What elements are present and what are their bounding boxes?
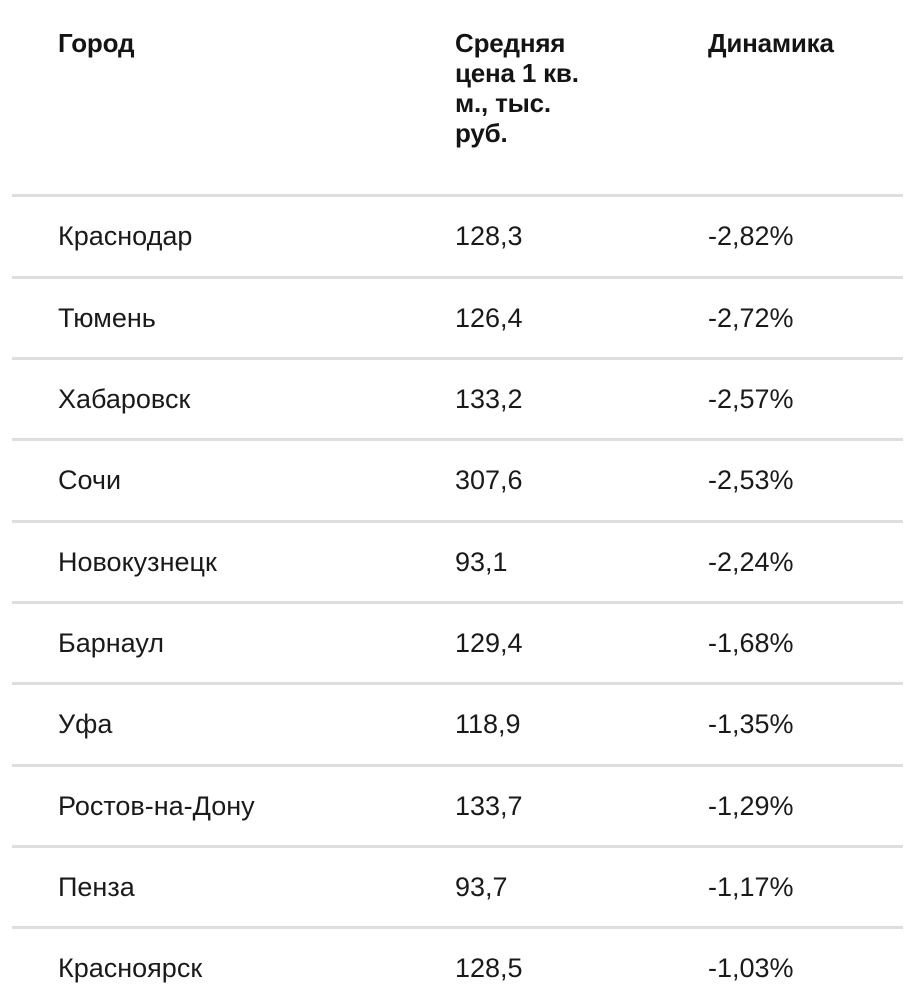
table-row: Тюмень 126,4 -2,72% xyxy=(0,279,915,357)
cell-dynamics: -2,53% xyxy=(708,465,794,495)
row-divider xyxy=(12,194,903,197)
row-divider xyxy=(12,357,903,360)
cell-dynamics: -1,17% xyxy=(708,872,794,902)
cell-dynamics: -2,72% xyxy=(708,303,794,333)
row-divider xyxy=(12,682,903,685)
cell-dynamics: -1,03% xyxy=(708,953,794,983)
cell-price: 133,7 xyxy=(455,791,523,821)
cell-city: Новокузнецк xyxy=(58,547,217,577)
row-divider xyxy=(12,601,903,604)
cell-price: 129,4 xyxy=(455,628,523,658)
cell-city: Пенза xyxy=(58,872,135,902)
cell-price: 128,3 xyxy=(455,221,523,251)
cell-city: Тюмень xyxy=(58,303,156,333)
cell-dynamics: -1,68% xyxy=(708,628,794,658)
row-divider xyxy=(12,926,903,929)
cell-price: 128,5 xyxy=(455,953,523,983)
header-dynamics: Динамика xyxy=(708,28,834,58)
table-row: Хабаровск 133,2 -2,57% xyxy=(0,360,915,438)
cell-price: 93,1 xyxy=(455,547,508,577)
cell-city: Ростов-на-Дону xyxy=(58,791,255,821)
header-price: Средняя цена 1 кв. м., тыс. руб. xyxy=(455,28,579,148)
table-row: Красноярск 128,5 -1,03% xyxy=(0,929,915,1007)
header-city: Город xyxy=(58,28,135,58)
table-row: Уфа 118,9 -1,35% xyxy=(0,685,915,763)
cell-city: Барнаул xyxy=(58,628,165,658)
cell-city: Краснодар xyxy=(58,221,193,251)
cell-city: Красноярск xyxy=(58,953,203,983)
cell-city: Сочи xyxy=(58,465,122,495)
table-row: Новокузнецк 93,1 -2,24% xyxy=(0,523,915,601)
cell-city: Уфа xyxy=(58,709,113,739)
row-divider xyxy=(12,276,903,279)
price-table: Город Средняя цена 1 кв. м., тыс. руб. Д… xyxy=(0,0,915,983)
cell-dynamics: -2,24% xyxy=(708,547,794,577)
row-divider xyxy=(12,845,903,848)
cell-dynamics: -2,82% xyxy=(708,221,794,251)
cell-price: 93,7 xyxy=(455,872,508,902)
table-header: Город Средняя цена 1 кв. м., тыс. руб. Д… xyxy=(0,0,915,194)
table-row: Краснодар 128,3 -2,82% xyxy=(0,197,915,275)
cell-price: 118,9 xyxy=(455,709,521,739)
row-divider xyxy=(12,438,903,441)
table-row: Барнаул 129,4 -1,68% xyxy=(0,604,915,682)
table-row: Ростов-на-Дону 133,7 -1,29% xyxy=(0,767,915,845)
cell-price: 307,6 xyxy=(455,465,523,495)
row-divider xyxy=(12,520,903,523)
cell-price: 133,2 xyxy=(455,384,523,414)
row-divider xyxy=(12,764,903,767)
table-row: Сочи 307,6 -2,53% xyxy=(0,441,915,519)
table-row: Пенза 93,7 -1,17% xyxy=(0,848,915,926)
cell-city: Хабаровск xyxy=(58,384,191,414)
cell-dynamics: -1,29% xyxy=(708,791,794,821)
cell-price: 126,4 xyxy=(455,303,523,333)
cell-dynamics: -2,57% xyxy=(708,384,794,414)
cell-dynamics: -1,35% xyxy=(708,709,794,739)
